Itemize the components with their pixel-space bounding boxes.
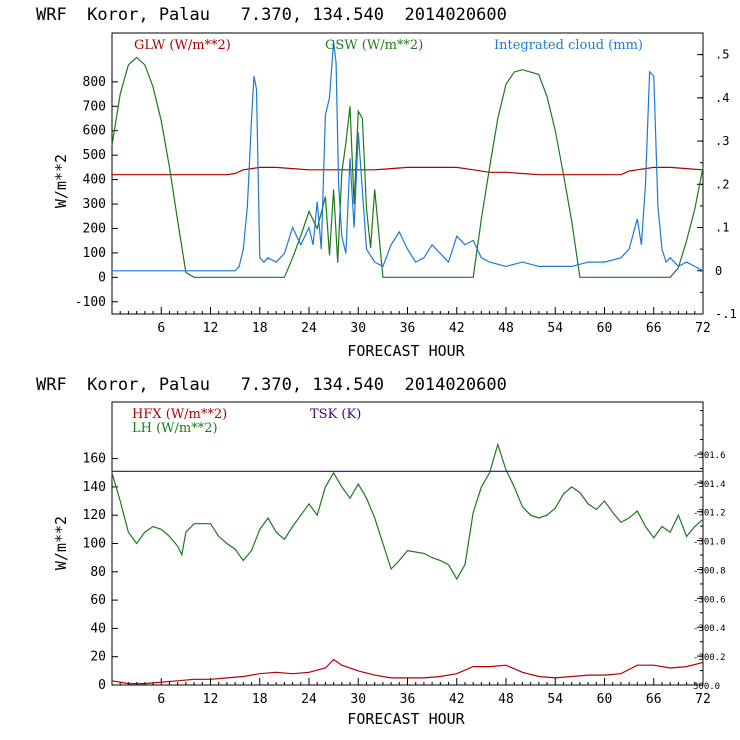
y-tick-label: 100	[83, 246, 106, 261]
x-tick-label: 72	[695, 321, 711, 336]
x-tick-label: 48	[498, 321, 514, 336]
x-tick-label: 54	[547, 321, 563, 336]
y-tick-label: 500	[83, 148, 106, 163]
y-tick-label: 0	[98, 678, 106, 693]
bottom-x-axis: 6 12 18 24 30 36 42 48 54 60 66 72	[111, 678, 711, 707]
y2-tick-label: -300.8	[693, 566, 726, 576]
top-panel-title: WRF Koror, Palau 7.370, 134.540 20140206…	[36, 5, 507, 25]
x-tick-label: 6	[157, 321, 165, 336]
y-tick-label: 700	[83, 99, 106, 114]
y-tick-label: 600	[83, 124, 106, 139]
y2-tick-label: -.1	[715, 307, 737, 321]
legend-glw: GLW (W/m**2)	[134, 38, 231, 53]
x-tick-label: 24	[301, 321, 317, 336]
y-tick-label: 400	[83, 173, 106, 188]
bottom-left-y-axis: 0 20 40 60 80 100 120 140 160	[83, 452, 118, 693]
y2-tick-label: -301.0	[693, 538, 726, 548]
x-tick-label: 30	[350, 692, 366, 707]
y2-tick-label: -300.6	[693, 595, 726, 605]
y-tick-label: 20	[90, 650, 106, 665]
x-tick-label: 12	[203, 692, 219, 707]
y-tick-label: 140	[83, 480, 106, 495]
bottom-x-axis-label: FORECAST HOUR	[347, 710, 465, 728]
series-line-hfx	[111, 658, 704, 685]
y-tick-label: 0	[98, 270, 106, 285]
top-y-axis-label: W/m**2	[52, 154, 70, 208]
legend-gsw: GSW (W/m**2)	[325, 38, 423, 53]
y-tick-label: 300	[83, 197, 106, 212]
series-line-lh	[111, 442, 704, 581]
y2-tick-label: .4	[715, 91, 729, 105]
x-tick-label: 36	[400, 692, 416, 707]
x-tick-label: 72	[695, 692, 711, 707]
x-tick-label: 30	[350, 321, 366, 336]
top-x-axis-label: FORECAST HOUR	[347, 342, 465, 360]
x-tick-label: 24	[301, 692, 317, 707]
y-tick-label: 60	[90, 593, 106, 608]
x-tick-label: 12	[203, 321, 219, 336]
y2-tick-label: -301.6	[693, 451, 726, 461]
x-tick-label: 42	[449, 321, 465, 336]
y2-tick-label: 0	[715, 264, 722, 278]
legend-lh: LH (W/m**2)	[132, 421, 218, 436]
top-x-axis: 6 12 18 24 30 36 42 48 54 60 66 72	[111, 307, 711, 336]
top-left-y-axis: -100 0 100 200 300 400 500 600 700 800	[75, 75, 118, 310]
bottom-right-y-axis: 300.0 -300.2 -300.4 -300.6 -300.8 -301.0 -301.…	[693, 410, 726, 692]
y-tick-label: 100	[83, 537, 106, 552]
x-tick-label: 60	[597, 321, 613, 336]
top-series-group	[111, 41, 704, 278]
legend-tsk: TSK (K)	[310, 407, 361, 422]
top-plot-frame	[111, 32, 704, 315]
y-tick-label: 160	[83, 452, 106, 467]
series-line-gsw	[111, 56, 704, 278]
y2-tick-label: -301.2	[693, 509, 726, 519]
y2-tick-label: .3	[715, 134, 729, 148]
y2-tick-label: .1	[715, 221, 729, 235]
bottom-plot-frame	[111, 401, 704, 686]
x-tick-label: 6	[157, 692, 165, 707]
y2-tick-label: .2	[715, 177, 729, 191]
x-tick-label: 60	[597, 692, 613, 707]
x-tick-label: 54	[547, 692, 563, 707]
y-tick-label: 200	[83, 221, 106, 236]
x-tick-label: 66	[646, 692, 662, 707]
y2-tick-label: 300.0	[693, 682, 720, 692]
legend-integrated-cloud: Integrated cloud (mm)	[494, 38, 643, 53]
series-line-glw	[112, 166, 704, 176]
x-tick-label: 36	[400, 321, 416, 336]
x-tick-label: 42	[449, 692, 465, 707]
x-tick-label: 48	[498, 692, 514, 707]
y2-tick-label: -300.2	[693, 653, 726, 663]
y-tick-label: 80	[90, 565, 106, 580]
bottom-series-group	[111, 442, 704, 685]
bottom-panel-title: WRF Koror, Palau 7.370, 134.540 20140206…	[36, 375, 507, 395]
x-tick-label: 66	[646, 321, 662, 336]
legend-hfx: HFX (W/m**2)	[132, 407, 227, 422]
y-tick-label: 120	[83, 508, 106, 523]
y-tick-label: 40	[90, 621, 106, 636]
x-tick-label: 18	[252, 692, 268, 707]
y-tick-label: 800	[83, 75, 106, 90]
bottom-y-axis-label: W/m**2	[52, 516, 70, 570]
y2-tick-label: .5	[715, 48, 729, 62]
y2-tick-label: -301.4	[693, 480, 726, 490]
y2-tick-label: -300.4	[693, 624, 726, 634]
top-right-y-axis: -.1 0 .1 .2 .3 .4 .5	[697, 32, 737, 321]
series-line-integrated	[112, 41, 704, 272]
x-tick-label: 18	[252, 321, 268, 336]
top-panel: WRF Koror, Palau 7.370, 134.540 20140206…	[36, 5, 737, 360]
y-tick-label: -100	[75, 295, 106, 310]
bottom-panel: WRF Koror, Palau 7.370, 134.540 20140206…	[36, 375, 726, 728]
